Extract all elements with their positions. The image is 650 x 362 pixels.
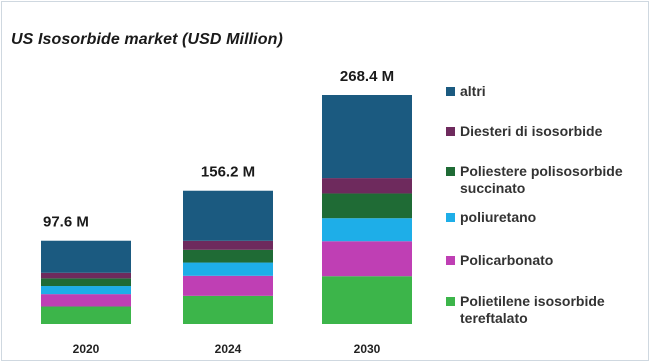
legend-swatch — [446, 256, 455, 265]
legend-label: Diesteri di isosorbide — [460, 123, 603, 139]
bar-segment-2024-0 — [183, 295, 273, 324]
bar-segment-2020-2 — [41, 286, 131, 295]
legend-item: poliuretano — [446, 209, 600, 226]
legend-item: Diesteri di isosorbide — [446, 123, 630, 140]
bar-segment-2020-3 — [41, 278, 131, 287]
legend-item: Poliestere polisosorbide succinato — [446, 163, 650, 197]
total-label-2020: 97.6 M — [43, 214, 89, 231]
legend-item: altri — [446, 83, 520, 100]
bar-segment-2030-3 — [322, 193, 412, 219]
bar-segment-2024-1 — [183, 275, 273, 296]
bars-group — [41, 95, 412, 324]
legend-label: altri — [460, 83, 486, 99]
legend-item: Polietilene isosorbide tereftalato — [446, 293, 620, 327]
bar-segment-2030-0 — [322, 276, 412, 324]
x-tick-2020: 2020 — [73, 342, 100, 356]
labels-group: 97.6 M 2020 156.2 M 2024 268.4 M 2030 — [43, 68, 394, 356]
legend-label: Poliestere polisosorbide succinato — [460, 163, 623, 196]
x-tick-2030: 2030 — [354, 342, 381, 356]
bar-segment-2024-3 — [183, 249, 273, 263]
x-tick-2024: 2024 — [215, 342, 242, 356]
bar-segment-2024-2 — [183, 262, 273, 276]
chart-title: US Isosorbide market (USD Million) — [11, 31, 283, 48]
legend-label: poliuretano — [460, 209, 537, 225]
legend-label: Polietilene isosorbide tereftalato — [460, 293, 605, 326]
bar-segment-2020-5 — [41, 240, 131, 273]
legend-swatch — [446, 297, 455, 306]
bar-segment-2030-1 — [322, 241, 412, 277]
legend-swatch — [446, 213, 455, 222]
bar-segment-2030-5 — [322, 95, 412, 179]
bar-segment-2020-0 — [41, 306, 131, 324]
bar-segment-2020-4 — [41, 272, 131, 279]
bar-segment-2020-1 — [41, 294, 131, 307]
total-label-2024: 156.2 M — [201, 164, 255, 181]
bar-segment-2024-4 — [183, 240, 273, 250]
legend-swatch — [446, 167, 455, 176]
bar-segment-2030-2 — [322, 218, 412, 242]
legend-item: Policarbonato — [446, 252, 600, 269]
legend-swatch — [446, 87, 455, 96]
legend-swatch — [446, 127, 455, 136]
total-label-2030: 268.4 M — [340, 68, 394, 85]
legend-label: Policarbonato — [460, 252, 554, 268]
bar-segment-2030-4 — [322, 178, 412, 194]
bar-segment-2024-5 — [183, 190, 273, 241]
